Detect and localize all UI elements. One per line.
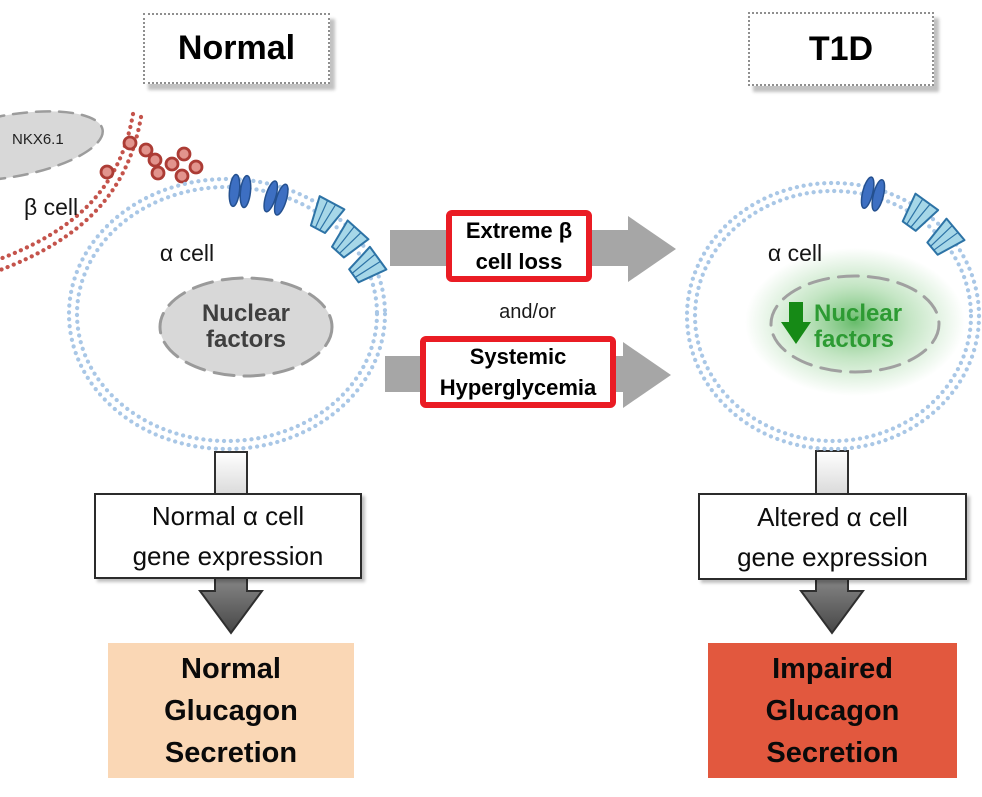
dark-channel-icon <box>860 176 886 212</box>
secretion-line: Glucagon <box>164 694 298 727</box>
secretory-granules <box>99 135 204 184</box>
light-channel-icon <box>926 217 966 256</box>
beta-cell <box>0 110 204 273</box>
and-or-label: and/or <box>499 301 556 323</box>
nuclear-factors-line: factors <box>205 326 287 353</box>
cause-line: Extreme β <box>465 218 573 243</box>
title-normal: Normal <box>143 13 330 84</box>
systemic-hyperglycemia-box: Systemic Hyperglycemia <box>420 336 616 408</box>
nuclear-factors-line: Nuclear <box>814 300 903 327</box>
nuclear-factors-normal: Nuclear factors <box>161 301 331 353</box>
dark-channel-icon <box>228 173 252 209</box>
normal-gene-expression-box: Normal α cell gene expression <box>94 493 362 579</box>
secretion-line: Glucagon <box>765 694 900 727</box>
title-t1d-label: T1D <box>808 29 874 68</box>
alpha-nucleus-normal <box>158 276 334 378</box>
light-channel-icon <box>309 195 346 234</box>
alpha-nucleus-t1d <box>769 274 941 374</box>
cause-line: Hyperglycemia <box>439 375 597 400</box>
secretion-line: Secretion <box>766 736 899 769</box>
alpha-cell-normal-membrane <box>66 176 388 452</box>
cause-line: Systemic <box>469 344 567 369</box>
altered-gene-expression-box: Altered α cell gene expression <box>698 493 967 580</box>
extreme-beta-cell-loss-box: Extreme β cell loss <box>446 210 592 282</box>
gene-line: gene expression <box>132 541 324 571</box>
gene-line: gene expression <box>737 541 928 572</box>
beta-nucleus-label: NKX6.1 <box>12 131 64 148</box>
nuclear-factors-line: factors <box>814 326 895 353</box>
normal-glucagon-secretion-box: Normal Glucagon Secretion <box>108 643 354 778</box>
beta-cell-label: β cell <box>24 194 79 220</box>
alpha-cell-t1d-membrane <box>684 180 982 452</box>
light-channel-icon <box>348 245 388 284</box>
beta-nucleus <box>0 110 104 182</box>
nuclear-factors-line: Nuclear <box>201 300 291 327</box>
decrease-arrow-icon <box>781 302 811 344</box>
alpha-cell-normal-label: α cell <box>159 240 215 266</box>
nuclear-factors-t1d: Nuclear factors <box>814 301 934 353</box>
gene-line: Altered α cell <box>757 501 908 532</box>
impaired-glucagon-secretion-box: Impaired Glucagon Secretion <box>708 643 957 778</box>
title-normal-label: Normal <box>177 29 296 67</box>
light-channel-icon <box>331 219 370 259</box>
dark-channel-icon <box>263 180 289 216</box>
gene-line: Normal α cell <box>151 501 305 531</box>
secretion-line: Secretion <box>164 736 298 769</box>
secretion-line: Impaired <box>772 652 893 685</box>
title-t1d: T1D <box>748 12 934 86</box>
cause-line: cell loss <box>475 249 563 274</box>
alpha-cell-t1d-label: α cell <box>767 240 823 266</box>
secretion-line: Normal <box>181 652 281 685</box>
light-channel-icon <box>901 192 940 232</box>
